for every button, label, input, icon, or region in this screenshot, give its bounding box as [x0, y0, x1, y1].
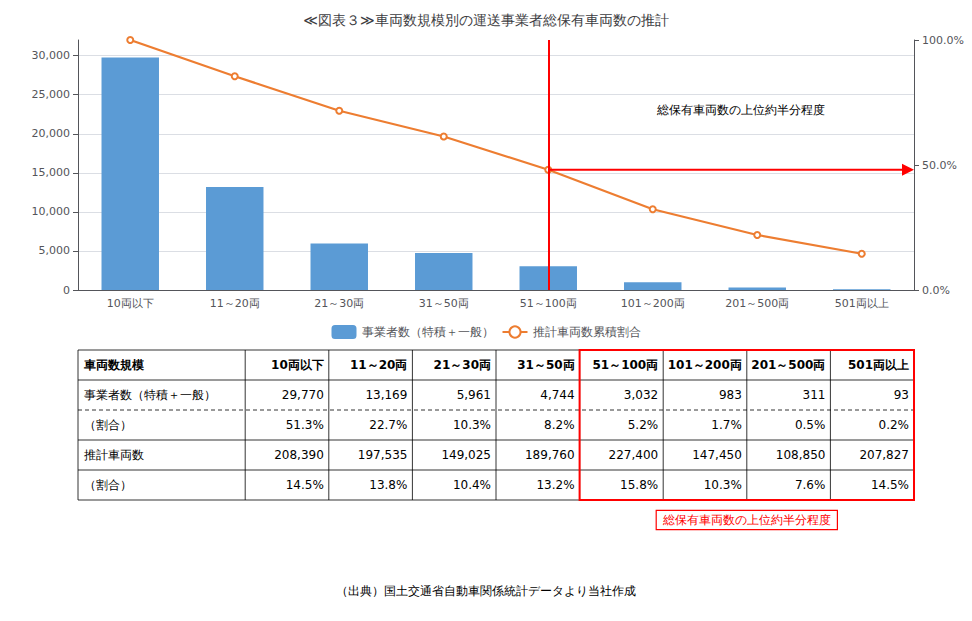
svg-text:15.8%: 15.8% — [620, 478, 658, 492]
svg-text:101～200両: 101～200両 — [668, 358, 742, 372]
svg-text:147,450: 147,450 — [692, 448, 742, 462]
svg-text:10.4%: 10.4% — [453, 478, 491, 492]
svg-text:推計車両数累積割合: 推計車両数累積割合 — [533, 325, 641, 339]
svg-text:22.7%: 22.7% — [369, 418, 407, 432]
svg-text:51～100両: 51～100両 — [520, 297, 577, 310]
svg-text:車両数規模: 車両数規模 — [83, 358, 144, 372]
svg-text:5.2%: 5.2% — [628, 418, 659, 432]
svg-text:31～50両: 31～50両 — [419, 297, 469, 310]
svg-text:10.3%: 10.3% — [704, 478, 742, 492]
svg-text:≪図表３≫車両数規模別の運送事業者総保有車両数の推計: ≪図表３≫車両数規模別の運送事業者総保有車両数の推計 — [303, 12, 668, 28]
svg-text:0: 0 — [63, 284, 70, 297]
svg-text:51～100両: 51～100両 — [592, 358, 658, 372]
svg-text:21～30両: 21～30両 — [434, 358, 491, 372]
svg-text:4,744: 4,744 — [540, 388, 574, 402]
svg-text:13.8%: 13.8% — [369, 478, 407, 492]
svg-text:20,000: 20,000 — [32, 127, 71, 140]
svg-text:7.6%: 7.6% — [795, 478, 826, 492]
svg-text:50.0%: 50.0% — [922, 159, 957, 172]
svg-text:108,850: 108,850 — [776, 448, 826, 462]
svg-text:総保有車両数の上位約半分程度: 総保有車両数の上位約半分程度 — [662, 513, 831, 527]
svg-text:11～20両: 11～20両 — [350, 358, 407, 372]
svg-text:14.5%: 14.5% — [871, 478, 909, 492]
svg-text:5,961: 5,961 — [457, 388, 491, 402]
svg-text:0.0%: 0.0% — [922, 284, 950, 297]
svg-text:0.2%: 0.2% — [879, 418, 910, 432]
svg-text:93: 93 — [894, 388, 909, 402]
svg-text:5,000: 5,000 — [39, 244, 71, 257]
svg-text:311: 311 — [802, 388, 825, 402]
svg-text:事業者数（特積＋一般）: 事業者数（特積＋一般） — [84, 388, 216, 402]
svg-text:10両以下: 10両以下 — [271, 358, 324, 372]
svg-text:29,770: 29,770 — [282, 388, 324, 402]
svg-text:（割合）: （割合） — [84, 478, 132, 492]
svg-text:1.7%: 1.7% — [711, 418, 742, 432]
svg-text:3,032: 3,032 — [624, 388, 658, 402]
svg-text:0.5%: 0.5% — [795, 418, 826, 432]
svg-text:101～200両: 101～200両 — [621, 297, 685, 310]
svg-text:100.0%: 100.0% — [922, 34, 964, 47]
svg-text:227,400: 227,400 — [609, 448, 659, 462]
svg-text:201～500両: 201～500両 — [725, 297, 789, 310]
svg-text:13.2%: 13.2% — [536, 478, 574, 492]
svg-text:14.5%: 14.5% — [286, 478, 324, 492]
svg-text:推計車両数: 推計車両数 — [84, 448, 144, 462]
svg-text:208,390: 208,390 — [274, 448, 324, 462]
svg-text:189,760: 189,760 — [525, 448, 575, 462]
svg-text:201～500両: 201～500両 — [751, 358, 825, 372]
svg-text:（出典）国土交通省自動車関係統計データより当社作成: （出典）国土交通省自動車関係統計データより当社作成 — [336, 584, 636, 598]
svg-text:11～20両: 11～20両 — [210, 297, 260, 310]
svg-text:207,827: 207,827 — [859, 448, 909, 462]
svg-text:501両以上: 501両以上 — [848, 358, 909, 372]
svg-text:31～50両: 31～50両 — [517, 358, 574, 372]
svg-text:149,025: 149,025 — [441, 448, 491, 462]
svg-text:197,535: 197,535 — [358, 448, 408, 462]
svg-text:25,000: 25,000 — [32, 88, 71, 101]
svg-text:総保有車両数の上位約半分程度: 総保有車両数の上位約半分程度 — [656, 103, 825, 117]
svg-text:15,000: 15,000 — [32, 166, 71, 179]
svg-text:10,000: 10,000 — [32, 205, 71, 218]
svg-text:501両以上: 501両以上 — [835, 297, 889, 310]
svg-text:（割合）: （割合） — [84, 418, 132, 432]
svg-text:8.2%: 8.2% — [544, 418, 575, 432]
svg-text:21～30両: 21～30両 — [314, 297, 364, 310]
svg-text:10.3%: 10.3% — [453, 418, 491, 432]
svg-text:30,000: 30,000 — [32, 49, 71, 62]
svg-text:事業者数（特積＋一般）: 事業者数（特積＋一般） — [362, 325, 494, 339]
svg-text:51.3%: 51.3% — [286, 418, 324, 432]
svg-text:983: 983 — [719, 388, 742, 402]
svg-text:13,169: 13,169 — [365, 388, 407, 402]
svg-text:10両以下: 10両以下 — [107, 297, 154, 310]
